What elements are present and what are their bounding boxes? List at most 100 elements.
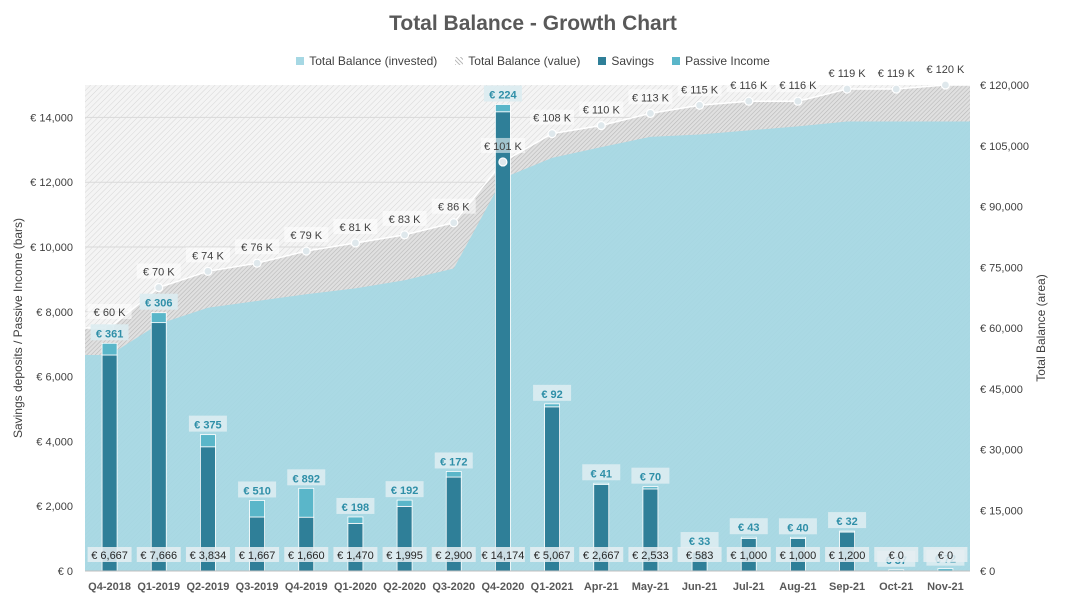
balance-value-label: € 119 K <box>878 68 916 80</box>
area-value-edge <box>85 84 970 329</box>
left-tick-label: € 10,000 <box>30 242 73 254</box>
passive-income-label: € 70 <box>640 472 661 484</box>
passive-income-label: € 192 <box>391 485 419 497</box>
bar-passive-income <box>200 434 216 448</box>
passive-income-label: € 33 <box>689 536 710 548</box>
balance-value-label: € 110 K <box>583 105 621 117</box>
passive-income-label: € 224 <box>489 90 517 102</box>
passive-income-label-box <box>90 324 129 341</box>
balance-value-label: € 76 K <box>241 242 273 254</box>
savings-label-box <box>87 547 132 562</box>
legend-label-passive-income: Passive Income <box>685 54 770 68</box>
legend-item-invested[interactable]: Total Balance (invested) <box>296 54 437 68</box>
balance-value-marker <box>645 108 656 118</box>
right-tick-label: € 75,000 <box>980 262 1023 274</box>
balance-value-marker <box>301 246 311 256</box>
category-label: Apr-21 <box>584 581 619 593</box>
left-tick-label: € 0 <box>58 566 73 578</box>
balance-label-box <box>530 109 575 125</box>
passive-income-label: € 92 <box>541 389 562 401</box>
savings-label-box <box>726 547 771 562</box>
legend-label-savings: Savings <box>611 54 655 68</box>
balance-value-label: € 113 K <box>632 92 670 104</box>
legend-swatch-passive-income <box>672 57 681 65</box>
savings-label: € 14,174 <box>482 550 525 562</box>
passive-income-label: € 43 <box>738 522 759 534</box>
legend-item-savings[interactable]: Savings <box>598 54 654 68</box>
area-layer <box>85 84 970 571</box>
balance-label-box <box>431 198 476 214</box>
balance-label-box <box>480 137 525 153</box>
savings-label-box <box>136 547 181 562</box>
savings-label-box <box>333 547 378 562</box>
balance-label-box <box>825 65 870 81</box>
savings-label-box <box>480 547 525 562</box>
legend-swatch-invested <box>296 57 305 65</box>
category-label: Q4-2018 <box>88 581 131 593</box>
bar-passive-income <box>544 403 560 408</box>
balance-label-box <box>235 239 280 255</box>
balance-value-label: € 108 K <box>533 113 572 125</box>
savings-label: € 5,067 <box>534 550 571 562</box>
passive-income-label: € 41 <box>591 468 612 480</box>
balance-label-box <box>579 101 624 117</box>
savings-label-box <box>923 547 968 562</box>
passive-income-label-box <box>434 452 473 469</box>
balance-label-box <box>382 210 427 226</box>
balance-label-box <box>726 77 771 93</box>
savings-label-box <box>775 547 820 562</box>
bar-passive-income <box>740 536 757 539</box>
balance-label-box <box>87 304 132 319</box>
passive-income-label-box <box>828 512 867 529</box>
category-label: Q1-2020 <box>334 581 377 593</box>
left-tick-label: € 14,000 <box>30 112 73 124</box>
passive-income-label: € 361 <box>96 328 124 340</box>
savings-label: € 7,666 <box>140 550 177 562</box>
savings-label-box <box>628 547 673 562</box>
category-label: Q1-2019 <box>137 581 180 593</box>
balance-value-label: € 70 K <box>143 267 175 279</box>
category-label: Jul-21 <box>733 581 765 593</box>
bar-passive-income <box>790 536 806 540</box>
balance-label-box <box>874 65 919 81</box>
category-label: Q1-2021 <box>531 581 574 593</box>
right-tick-label: € 120,000 <box>980 80 1029 92</box>
passive-income-label-box <box>533 384 572 401</box>
category-label: Sep-21 <box>829 581 865 593</box>
savings-label-box <box>382 547 427 562</box>
right-tick-label: € 105,000 <box>980 141 1029 153</box>
right-tick-label: € 60,000 <box>980 323 1023 335</box>
savings-label: € 0 <box>938 550 953 562</box>
balance-value-marker <box>154 282 164 293</box>
savings-label: € 1,200 <box>829 550 866 562</box>
passive-income-label-box <box>188 415 227 432</box>
legend-item-value[interactable]: Total Balance (value) <box>455 54 580 68</box>
balance-value-marker <box>694 100 705 110</box>
left-tick-label: € 8,000 <box>36 307 73 319</box>
category-label: Q3-2020 <box>432 581 475 593</box>
category-label: Aug-21 <box>779 581 816 593</box>
balance-label-box <box>185 247 230 263</box>
savings-label: € 0 <box>889 550 904 562</box>
balance-label-box <box>333 218 378 234</box>
balance-value-label: € 83 K <box>389 214 421 226</box>
balance-value-label: € 60 K <box>94 307 126 319</box>
balance-value-label: € 101 K <box>484 141 523 153</box>
bar-passive-income <box>642 486 659 490</box>
bar-savings <box>101 354 118 572</box>
bar-passive-income <box>347 516 364 524</box>
legend-item-passive-income[interactable]: Passive Income <box>672 54 770 68</box>
left-axis-title: Savings deposits / Passive Income (bars) <box>11 218 25 438</box>
balance-value-label: € 120 K <box>926 64 965 76</box>
passive-income-label: € 892 <box>292 473 320 485</box>
savings-label: € 2,533 <box>632 550 669 562</box>
passive-income-label-box <box>287 469 326 486</box>
savings-label: € 1,470 <box>337 550 374 562</box>
left-tick-label: € 4,000 <box>36 436 73 448</box>
bar-passive-income <box>298 487 315 518</box>
passive-income-label: € 306 <box>145 298 173 310</box>
balance-label-box <box>628 89 673 105</box>
passive-income-label-box <box>582 464 621 481</box>
bar-passive-income <box>445 471 462 478</box>
